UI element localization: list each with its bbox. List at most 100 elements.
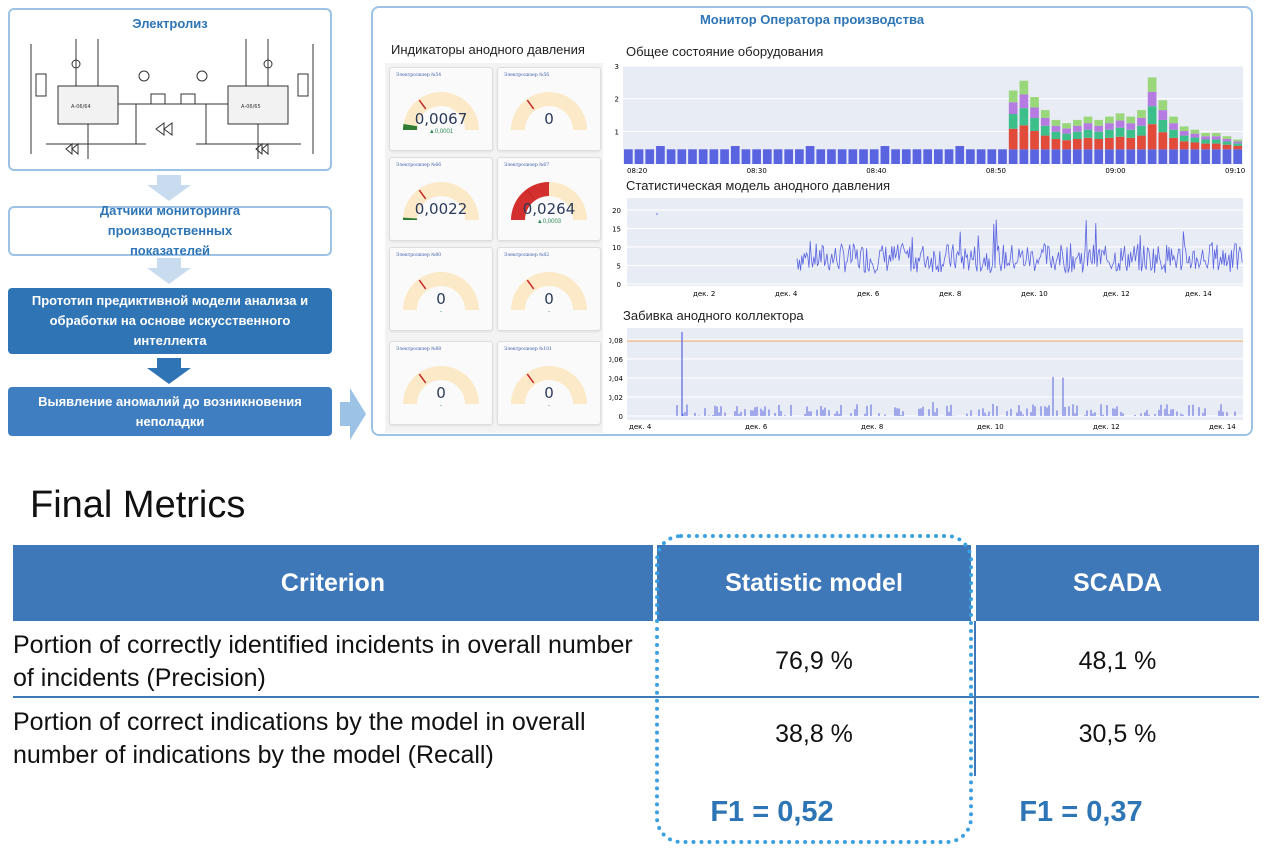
header-criterion-label: Criterion — [280, 568, 386, 597]
collector-chart-svg: 0,08 0,06 0,04 0,02 0 дек. 4 дек. 6 дек. 8 дек. … — [607, 328, 1243, 431]
collector-xtick: дек. 10 — [977, 423, 1004, 431]
equipment-bar — [1222, 136, 1232, 139]
equipment-bar — [1105, 149, 1114, 164]
gauge-dial — [403, 92, 479, 130]
equipment-bar — [1094, 131, 1104, 140]
gauge-value: 0,0022 — [414, 200, 468, 218]
equipment-bar — [773, 149, 783, 164]
svg-text:А-06/64: А-06/64 — [71, 104, 91, 110]
equipment-bar — [1094, 149, 1104, 164]
equipment-bar — [1222, 141, 1232, 145]
equipment-bar — [1105, 116, 1114, 124]
equipment-bar — [1083, 129, 1093, 138]
equipment-bar — [1169, 137, 1178, 150]
stat-ytick: 15 — [612, 226, 621, 234]
equipment-bar — [1115, 120, 1125, 128]
stat-plot-area — [627, 198, 1243, 286]
equipment-bar — [1030, 131, 1039, 150]
equipment-bar — [1115, 113, 1125, 121]
stat-xtick: дек. 6 — [857, 290, 880, 298]
equipment-bar — [1008, 114, 1018, 129]
equipment-bar — [741, 149, 751, 164]
equipment-bar — [1062, 123, 1071, 129]
gauge-name: Электролизер №54 — [396, 73, 442, 78]
equipment-bar — [1040, 110, 1050, 118]
equipment-bar — [1115, 127, 1125, 137]
collector-ytick: 0,02 — [609, 394, 623, 402]
stat-outlier-point — [656, 213, 658, 215]
svg-text:А-06/65: А-06/65 — [241, 104, 261, 110]
electrolysis-schema-panel: Электролиз А-06/64 А-06/65 — [8, 8, 332, 171]
stat-ytick: 10 — [612, 244, 621, 252]
gauge-delta: ▲0,0003 — [536, 219, 562, 225]
equipment-bar — [784, 149, 794, 164]
equipment-xtick: 08:40 — [866, 167, 886, 175]
gauge-threshold-mark — [526, 279, 535, 290]
stat-xtick: дек. 4 — [775, 290, 798, 298]
equipment-bar — [1072, 125, 1082, 132]
gauge-name: Электролизер №88 — [396, 347, 442, 352]
equipment-bar — [1179, 149, 1189, 164]
equipment-bar — [1211, 139, 1221, 144]
equipment-bar — [730, 146, 740, 164]
equipment-bar — [1083, 137, 1093, 150]
equipment-bar — [1190, 142, 1200, 150]
equipment-bar — [1019, 94, 1029, 109]
equipment-ytick: 1 — [615, 128, 619, 136]
equipment-bar — [1169, 123, 1178, 130]
equipment-bar — [677, 149, 687, 164]
row-stat-value: 38,8 % — [775, 720, 853, 748]
gauge-value: 0 — [544, 290, 554, 308]
flow-arrow-3 — [147, 358, 191, 389]
equipment-bar — [1211, 132, 1221, 137]
equipment-bar — [1201, 136, 1210, 140]
gauge-delta: - — [548, 309, 550, 315]
equipment-bar — [1233, 139, 1242, 142]
gauge-dial — [511, 272, 587, 310]
equipment-bar — [1062, 140, 1071, 150]
gauge-track — [403, 366, 479, 404]
equipment-bar — [1062, 128, 1071, 134]
gauge-card: Электролизер №54 0,0067 ▲0,0001 — [389, 67, 493, 151]
equipment-bar — [1040, 117, 1050, 126]
equipment-bar — [837, 149, 847, 164]
stat-series-line — [796, 219, 1243, 275]
equipment-bar — [1083, 149, 1093, 164]
step-sensors: Датчики мониторинга производственных пок… — [8, 203, 332, 258]
equipment-bar — [1233, 141, 1242, 144]
gauge-track — [511, 92, 587, 130]
equipment-bar — [762, 149, 772, 164]
gauge-fill — [511, 182, 549, 220]
equipment-bar — [1072, 131, 1082, 140]
equipment-bar — [698, 149, 708, 164]
equipment-bar — [634, 149, 644, 164]
equipment-bar — [1030, 97, 1039, 108]
step-prototype: Прототип предиктивной модели анализа и о… — [8, 288, 332, 354]
column-divider — [974, 621, 976, 776]
equipment-bar — [1179, 131, 1189, 136]
equipment-bar — [795, 149, 804, 164]
gauge-threshold-mark — [418, 189, 427, 200]
equipment-bar — [998, 149, 1007, 164]
gauge-card: Электролизер №80 0- — [389, 247, 493, 331]
equipment-bar — [1211, 143, 1221, 150]
equipment-bar — [1019, 80, 1029, 95]
equipment-bar — [1126, 149, 1136, 164]
electrolysis-title: Электролиз — [132, 16, 208, 31]
step-sensors-label: Датчики мониторинга производственных пок… — [99, 203, 241, 258]
equipment-bar — [1137, 149, 1146, 164]
gauge-delta: ▲0,0001 — [428, 129, 454, 135]
equipment-bar — [1211, 136, 1221, 140]
gauge-track — [511, 366, 587, 404]
equipment-bar — [1222, 149, 1232, 164]
equipment-bar — [1126, 137, 1136, 150]
equipment-bar — [1190, 129, 1200, 134]
gauge-value: 0,0264 — [522, 200, 576, 218]
equipment-bar — [1126, 123, 1136, 130]
equipment-bar — [666, 149, 676, 164]
equipment-bar — [1008, 128, 1018, 150]
collector-chart: 0,08 0,06 0,04 0,02 0 дек. 4 дек. 6 дек. 8 дек. … — [607, 324, 1247, 432]
equipment-bar — [1158, 110, 1168, 120]
equipment-bar — [1051, 131, 1061, 140]
equipment-bar — [976, 149, 986, 164]
